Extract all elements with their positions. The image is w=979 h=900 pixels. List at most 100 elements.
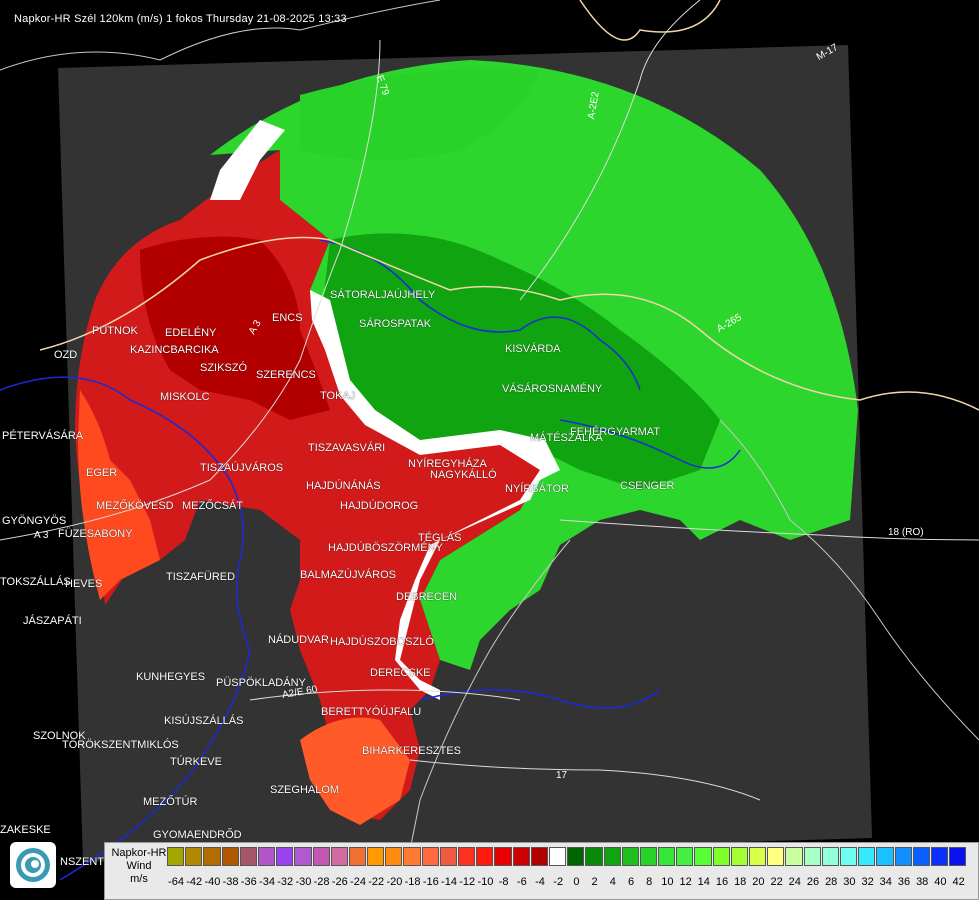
legend-swatch — [694, 847, 712, 866]
legend-swatch — [294, 847, 312, 866]
legend-swatch — [367, 847, 385, 866]
legend-tick-label: -28 — [313, 876, 330, 888]
place-label: KISÚJSZÁLLÁS — [164, 715, 244, 727]
legend-swatch — [203, 847, 221, 866]
legend-tick-label: 14 — [697, 876, 710, 888]
place-label: GYÖNGYÖS — [2, 515, 67, 527]
legend-swatch — [567, 847, 585, 866]
place-label: BALMAZÚJVÁROS — [300, 569, 396, 581]
region-border-ne — [579, 0, 721, 41]
place-label: TISZAVASVÁRI — [308, 442, 386, 454]
legend-swatch — [512, 847, 530, 866]
legend-tick-label: -26 — [331, 876, 348, 888]
country-border-east — [719, 419, 979, 741]
legend-tick-label: -18 — [404, 876, 421, 888]
place-label: MEZŐKÖVESD — [96, 500, 174, 512]
legend: Napkor-HR Wind m/s -64 -42 -40 -38 -36 -34 -32… — [104, 842, 979, 900]
legend-tick-label: 22 — [770, 876, 783, 888]
legend-swatch — [330, 847, 348, 866]
place-label: HAJDÚSZOBOSZLÓ — [330, 636, 434, 648]
legend-tick-label: 0 — [573, 876, 580, 888]
place-label: PÜSPÖKLADÁNY — [216, 677, 306, 689]
place-label: BERETTYÓÚJFALU — [321, 706, 422, 718]
legend-swatch — [185, 847, 203, 866]
place-label: NÁDUDVAR — [268, 634, 329, 646]
legend-swatch — [221, 847, 239, 866]
legend-tick-label: 12 — [679, 876, 692, 888]
legend-tick-label: 8 — [646, 876, 653, 888]
place-label: KISVÁRDA — [505, 343, 561, 355]
legend-swatch — [639, 847, 658, 866]
place-label: ZAKESKE — [0, 824, 51, 836]
legend-swatch — [239, 847, 257, 866]
legend-tick-label: -34 — [259, 876, 275, 888]
river-tisza — [0, 376, 251, 881]
legend-swatch — [421, 847, 439, 866]
place-label: NYÍRBÁTOR — [505, 483, 569, 495]
legend-tick-label: 4 — [609, 876, 616, 888]
place-label: BIHARKERESZTES — [362, 745, 462, 757]
orange-echo-south — [300, 717, 410, 825]
place-label: MEZŐTÚR — [143, 796, 198, 808]
legend-tick-label: -8 — [498, 876, 509, 888]
place-label: SZIKSZÓ — [200, 362, 248, 374]
legend-tick-label: -42 — [186, 876, 203, 888]
legend-tick-label: 40 — [934, 876, 947, 888]
place-label: SÁTORALJAÚJHELY — [330, 289, 436, 301]
place-label: NAGYKÁLLÓ — [430, 469, 497, 481]
legend-swatch — [458, 847, 476, 866]
legend-swatches — [167, 847, 967, 867]
legend-tick-label: -24 — [350, 876, 366, 888]
legend-tick-label: 24 — [788, 876, 801, 888]
legend-swatch — [312, 847, 330, 866]
place-label: NSZENTM — [60, 856, 114, 868]
place-label: TISZAÚJVÁROS — [200, 462, 284, 474]
place-label: SZEGHALOM — [270, 784, 340, 796]
place-label: FEHÉRGYARMAT — [570, 426, 661, 438]
road-ro18 — [559, 519, 979, 541]
place-label: HEVES — [65, 578, 103, 590]
legend-title-line: Wind — [126, 860, 152, 872]
legend-tick-label: 2 — [591, 876, 598, 888]
legend-tick-label: -30 — [295, 876, 312, 888]
legend-tick-label: -40 — [204, 876, 221, 888]
place-label: KUNHEGYES — [136, 671, 206, 683]
legend-swatch — [785, 847, 803, 866]
place-label: CSENGER — [620, 480, 675, 492]
legend-tick-label: -38 — [222, 876, 239, 888]
map-title: Napkor-HR Szél 120km (m/s) 1 fokos Thurs… — [14, 13, 347, 25]
legend-title: Napkor-HR Wind m/s — [107, 847, 171, 886]
legend-tick-label: -32 — [277, 876, 294, 888]
legend-tick-label: 20 — [752, 876, 765, 888]
legend-tick-label: -10 — [477, 876, 494, 888]
place-label: HAJDÚNÁNÁS — [306, 480, 381, 492]
legend-swatch — [439, 847, 457, 866]
place-label: KAZINCBARCIKA — [130, 344, 219, 356]
legend-tick-label: -36 — [240, 876, 257, 888]
legend-tick-label: -12 — [459, 876, 476, 888]
legend-swatch — [603, 847, 621, 866]
legend-swatch — [821, 847, 839, 866]
place-label: EDELÉNY — [165, 327, 217, 339]
place-label: PUTNOK — [92, 325, 138, 337]
legend-swatch — [912, 847, 930, 866]
legend-tick-label: -20 — [386, 876, 403, 888]
legend-swatch — [585, 847, 603, 866]
place-label: TOKAJ — [320, 390, 356, 402]
legend-swatch — [276, 847, 294, 866]
legend-title-line: m/s — [130, 873, 148, 885]
legend-swatch — [621, 847, 639, 866]
legend-swatch — [257, 847, 276, 866]
legend-swatch — [530, 847, 548, 866]
legend-swatch — [403, 847, 421, 866]
river-szamos — [559, 419, 741, 469]
legend-swatch — [730, 847, 748, 866]
legend-swatch — [839, 847, 858, 866]
place-label: SZERENCS — [256, 369, 316, 381]
legend-title-line: Napkor-HR — [111, 847, 167, 859]
place-label: OZD — [54, 349, 78, 361]
legend-swatch — [167, 847, 185, 866]
place-label: SZOLNOK — [33, 730, 86, 742]
road-m3 — [0, 39, 381, 541]
